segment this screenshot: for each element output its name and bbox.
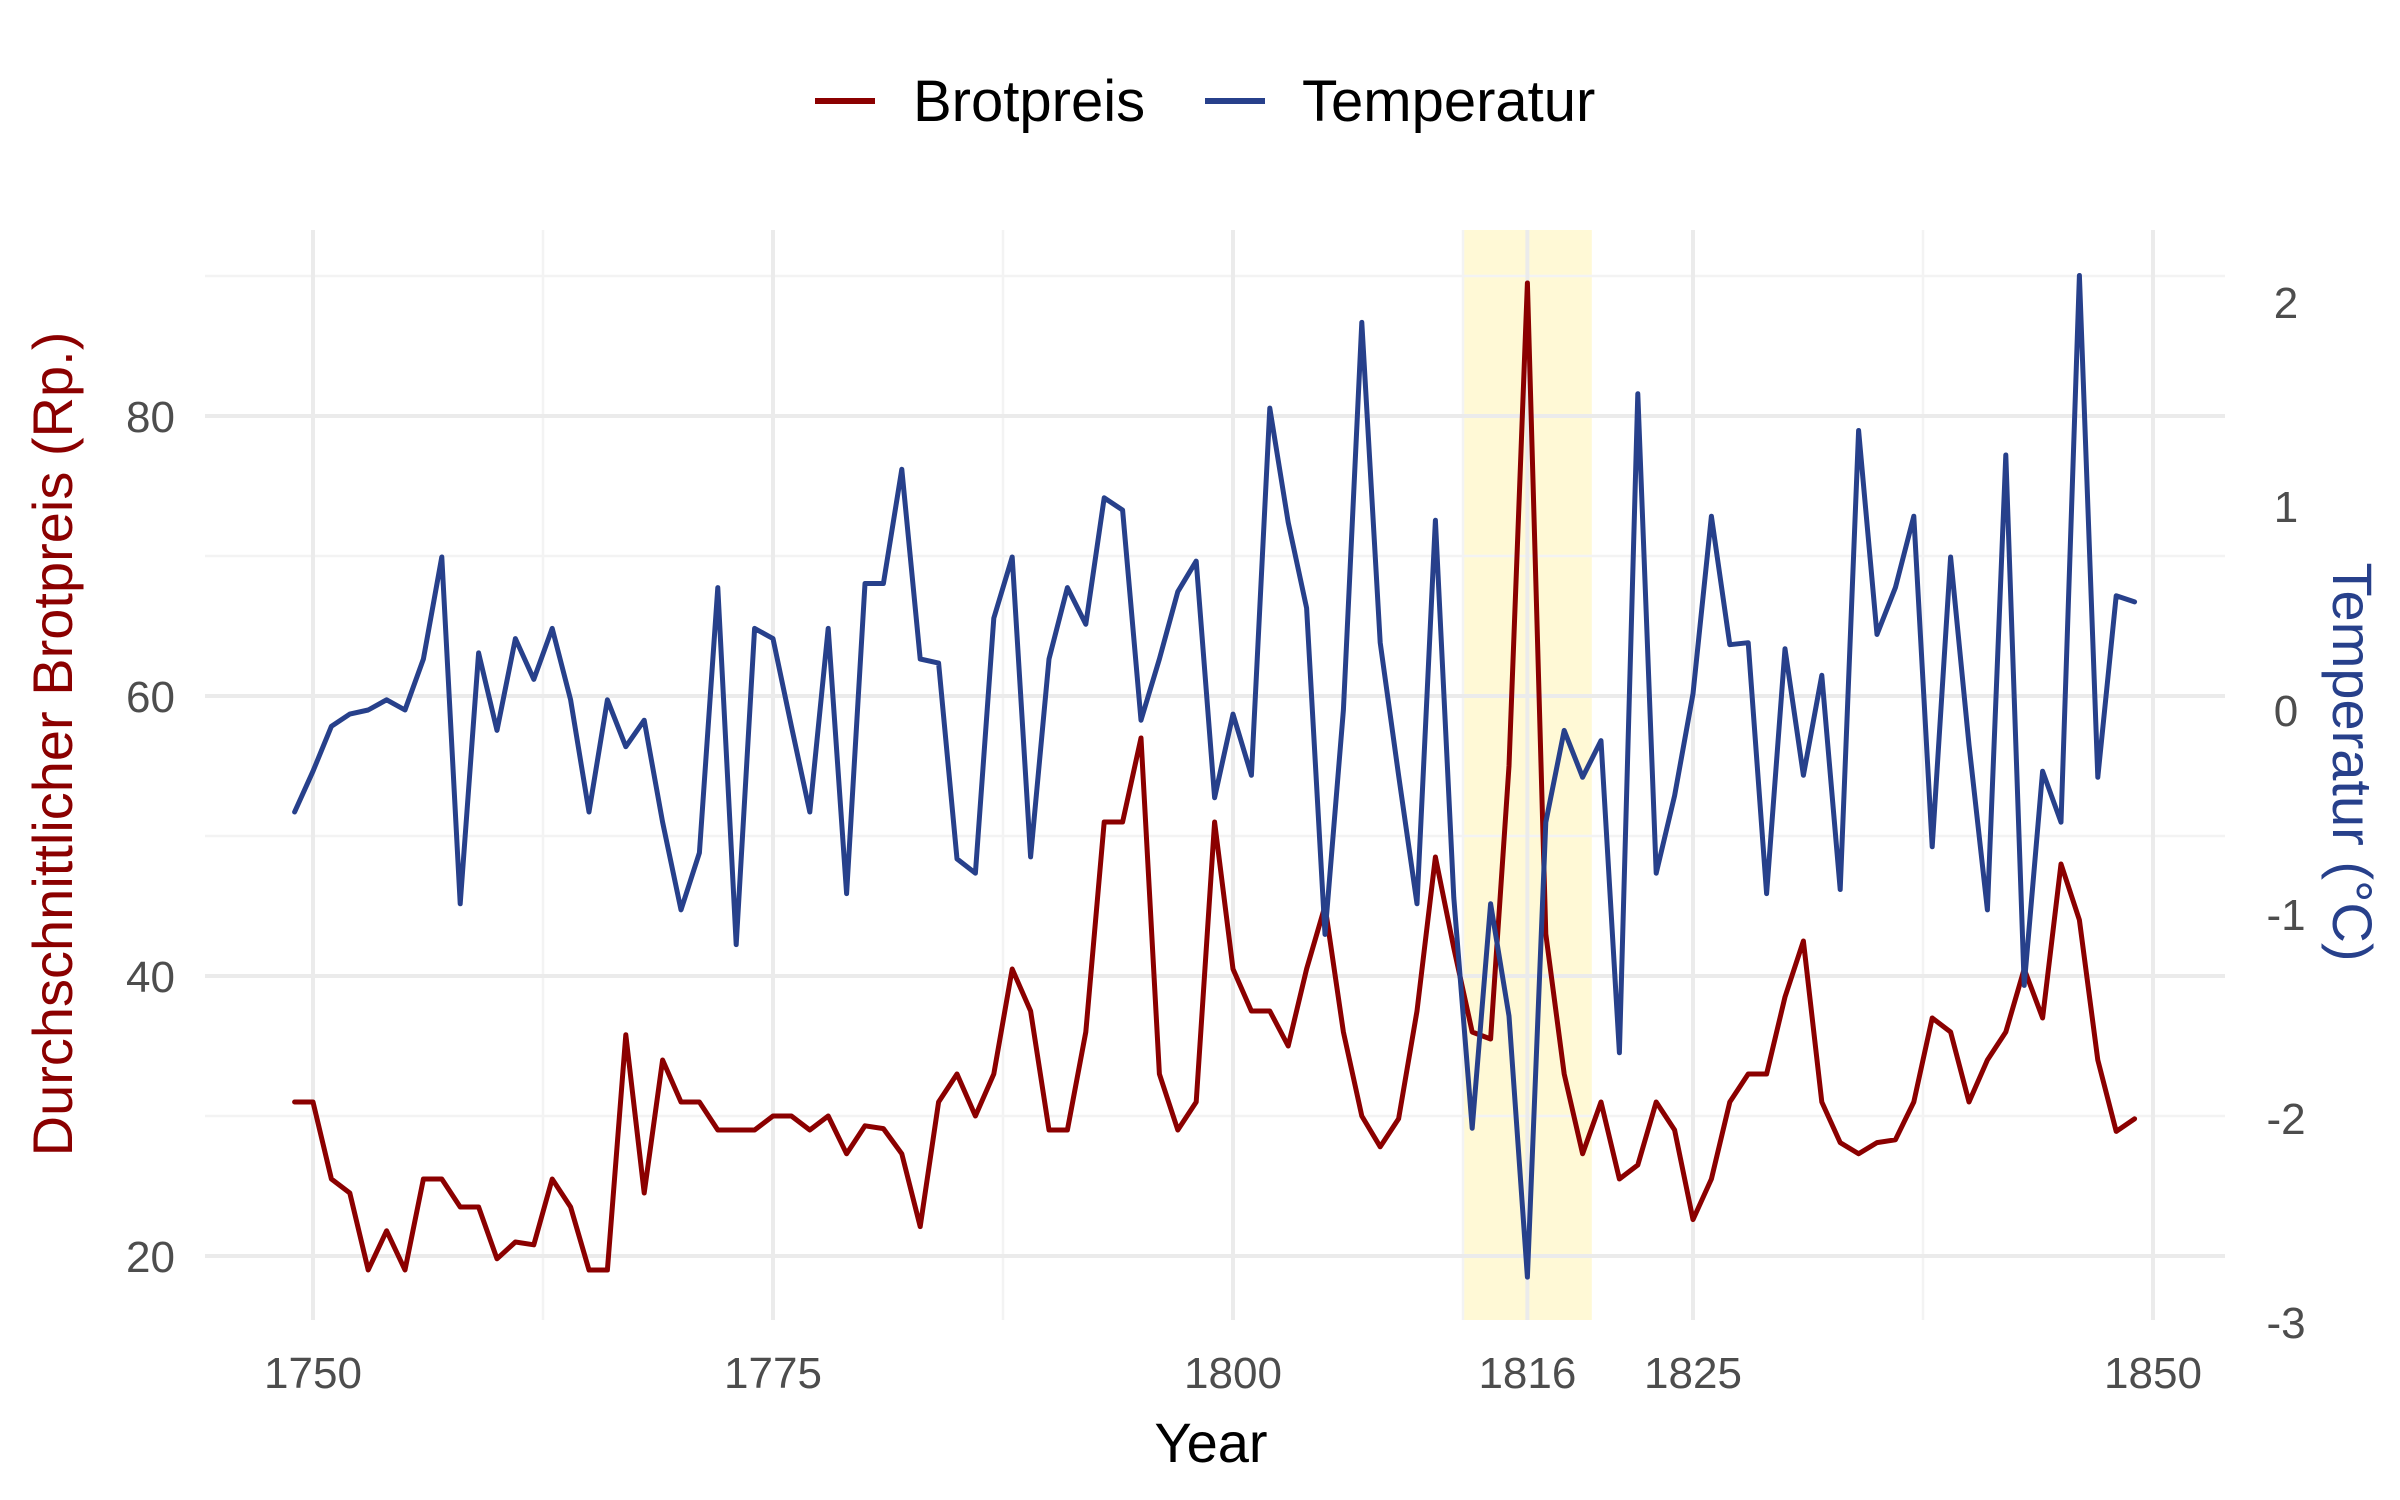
y-right-axis-title: Temperatur (°C) <box>2321 563 2384 962</box>
legend: Brotpreis Temperatur <box>815 69 1595 134</box>
x-tick-label: 1816 <box>1478 1349 1576 1398</box>
legend-label-brotpreis: Brotpreis <box>913 69 1145 134</box>
y-left-tick-label: 80 <box>126 393 175 442</box>
x-tick-labels: 1750 1775 1800 1816 1825 1850 <box>264 1349 2202 1398</box>
y-left-tick-label: 60 <box>126 673 175 722</box>
y-right-tick-labels: 2 1 0 -1 -2 -3 <box>2266 279 2305 1348</box>
series-line-temperatur <box>292 273 2138 1280</box>
grid <box>205 230 2225 1320</box>
y-left-tick-label: 40 <box>126 953 175 1002</box>
series-line-brotpreis <box>292 280 2138 1273</box>
legend-label-temperatur: Temperatur <box>1302 69 1595 134</box>
series-lines <box>292 273 2138 1280</box>
x-axis-title: Year <box>1154 1411 1267 1474</box>
y-right-tick-label: -2 <box>2266 1095 2305 1144</box>
x-tick-label: 1775 <box>724 1349 822 1398</box>
y-right-tick-label: -1 <box>2266 891 2305 940</box>
x-tick-label: 1825 <box>1644 1349 1742 1398</box>
x-tick-label: 1850 <box>2104 1349 2202 1398</box>
y-right-tick-label: -3 <box>2266 1299 2305 1348</box>
y-right-tick-label: 2 <box>2274 279 2298 328</box>
x-tick-label: 1800 <box>1184 1349 1282 1398</box>
x-tick-label: 1750 <box>264 1349 362 1398</box>
y-left-tick-label: 20 <box>126 1233 175 1282</box>
y-right-tick-label: 1 <box>2274 483 2298 532</box>
y-left-axis-title: Durchschnittlicher Brotpreis (Rp.) <box>21 332 84 1157</box>
y-right-tick-label: 0 <box>2274 687 2298 736</box>
y-left-tick-labels: 20 40 60 80 <box>126 393 175 1282</box>
